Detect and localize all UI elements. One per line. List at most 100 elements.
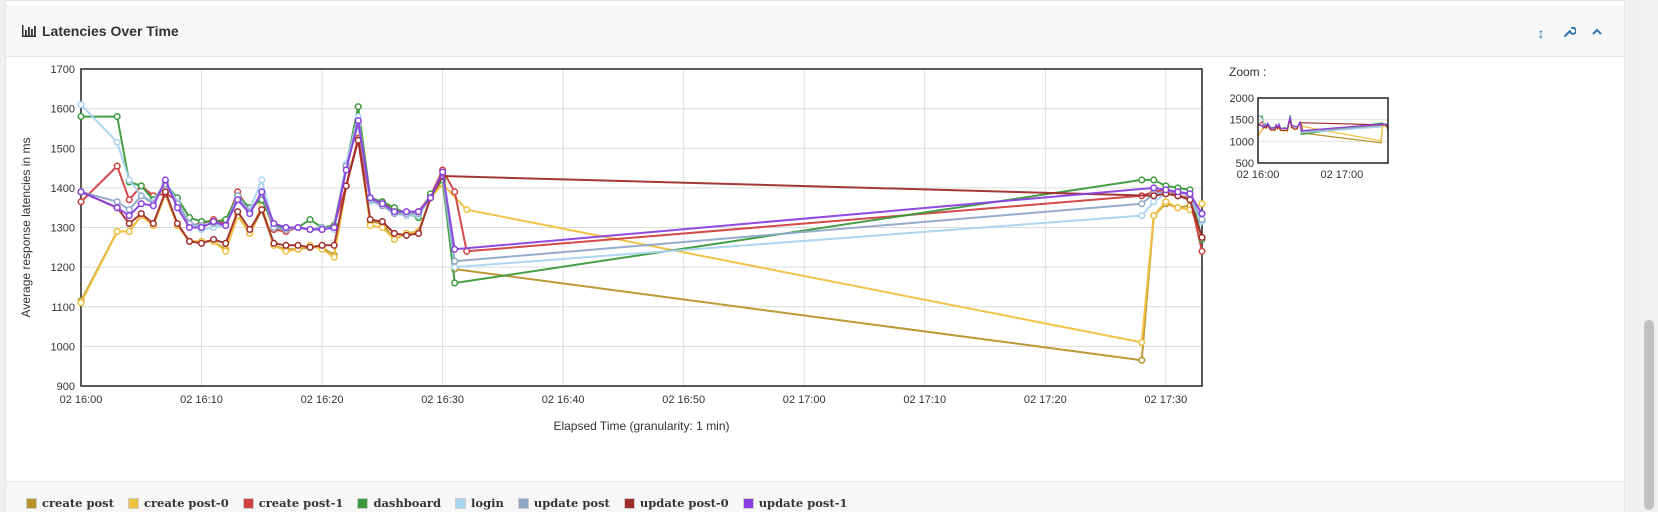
data-point [77,113,85,121]
scrollbar-thumb[interactable] [1644,320,1654,510]
y-tick-label: 1200 [51,262,75,274]
data-point [306,225,314,234]
data-point [414,208,423,216]
page-scrollbar[interactable] [1640,0,1658,512]
y-tick-label: 1100 [51,302,75,314]
legend-item[interactable]: create post-1 [242,496,344,510]
data-point [258,176,266,184]
y-tick-label: 1300 [51,223,75,235]
legend-item[interactable]: login [455,496,504,510]
legend-swatch [242,497,254,509]
data-point [125,227,133,236]
legend-swatch [357,497,369,509]
data-point [222,239,230,247]
data-point [77,198,85,206]
data-point [402,231,411,239]
legend-item[interactable]: create post-0 [127,496,229,510]
data-point [342,166,350,174]
data-point [330,253,338,261]
data-point [451,188,459,196]
legend-item[interactable]: update post [517,496,610,510]
mini-y-tick-label: 2000 [1230,93,1254,105]
data-point [210,218,218,226]
data-point [125,176,133,184]
mini-y-tick-label: 500 [1236,158,1254,170]
data-point [222,221,230,230]
data-point [137,200,145,208]
data-point [354,103,362,111]
chevron-up-icon[interactable] [1590,25,1604,41]
data-point [210,235,218,243]
legend-label: login [471,496,504,510]
resize-vertical-icon[interactable]: ↕ [1537,25,1545,41]
data-point [125,206,133,214]
data-point [137,182,145,190]
data-point [1198,233,1206,241]
data-point [282,247,290,255]
data-point [366,194,374,202]
mini-series-line [1257,116,1389,132]
data-point [282,223,290,232]
data-point [1150,192,1158,200]
data-point [234,196,242,204]
legend-item[interactable]: update post-1 [742,496,848,510]
data-point [366,221,374,230]
data-point [1150,176,1158,184]
legend-label: update post [533,496,610,510]
zoom-label: Zoom : [1229,65,1266,79]
x-tick-label: 02 16:50 [662,394,705,406]
legend-label: create post [42,496,114,510]
legend-swatch [455,497,467,509]
legend-swatch [517,497,529,509]
legend-item[interactable]: create post [26,496,114,510]
wrench-icon[interactable] [1562,25,1577,41]
bar-chart-icon [22,25,36,37]
data-point [125,212,133,220]
y-tick-label: 1600 [51,104,75,116]
data-point [77,101,85,109]
data-point [451,257,459,265]
y-tick-label: 1400 [51,183,75,195]
y-tick-label: 900 [57,381,75,393]
data-point [294,223,302,232]
x-tick-label: 02 16:30 [421,394,464,406]
data-point [378,223,386,232]
data-point [1138,338,1146,346]
data-point [173,204,181,212]
data-point [318,225,326,234]
data-point [306,243,314,251]
data-point [258,188,266,196]
panel-title-text: Latencies Over Time [42,23,179,39]
panel-header: Latencies Over Time ↕ [6,5,1624,57]
data-point [366,216,374,224]
y-tick-label: 1500 [51,143,75,155]
data-point [197,223,206,232]
mini-x-tick-label: 02 17:00 [1320,169,1363,181]
legend-item[interactable]: update post-0 [623,496,729,510]
data-point [270,219,278,228]
y-tick-label: 1000 [51,341,75,353]
legend-item[interactable]: dashboard [357,496,441,510]
data-point [185,237,194,245]
legend-label: create post-1 [258,496,344,510]
data-point [113,138,121,146]
data-point [1162,198,1170,206]
data-point [390,208,398,216]
y-tick-label: 1700 [51,64,75,76]
data-point [414,229,423,237]
x-tick-label: 02 16:10 [180,394,223,406]
data-point [1150,212,1158,220]
data-point [222,247,230,255]
data-point [463,206,471,214]
legend-label: update post-0 [639,496,729,510]
data-point [1198,200,1206,208]
data-point [1138,176,1146,184]
data-point [161,176,169,184]
data-point [125,196,133,204]
data-point [282,241,290,249]
data-point [137,210,145,218]
latencies-panel: Latencies Over Time ↕ 900 1000 1100 1200 130… [5,0,1625,512]
data-point [113,198,121,206]
legend-swatch [127,497,139,509]
y-axis-label: Average response latencies in ms [19,138,33,318]
